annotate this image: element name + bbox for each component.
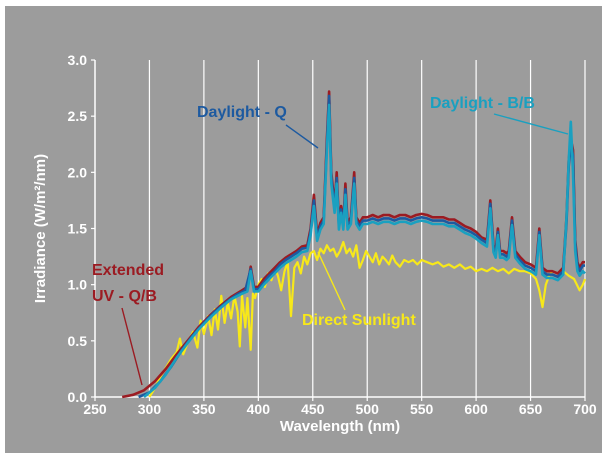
series-line-extended-uv-q-b (121, 90, 585, 399)
x-tick-label: 450 (301, 401, 325, 417)
y-tick-label: 2.5 (68, 108, 88, 124)
annotations: Extended UV - Q/B Daylight - Q Daylight - B… (92, 95, 569, 386)
x-tick-label: 300 (138, 401, 162, 417)
y-axis-label: Irradiance (W/m²/nm) (32, 154, 49, 303)
series-lines (121, 90, 587, 399)
x-tick-label: 550 (410, 401, 434, 417)
y-tick-label: 1.5 (68, 221, 88, 237)
y-tick-label: 3.0 (68, 52, 88, 68)
axes (91, 59, 586, 401)
annotation-label: Direct Sunlight (302, 312, 416, 329)
annotation-leader (493, 113, 569, 135)
series-line-direct-sunlight (148, 240, 587, 398)
grid-lines (148, 60, 586, 397)
y-tick-label: 1.0 (68, 277, 88, 293)
y-tick-label: 2.0 (68, 164, 88, 180)
series-line-daylight-q (138, 94, 585, 399)
x-tick-label: 350 (192, 401, 216, 417)
x-tick-label: 600 (464, 401, 488, 417)
x-axis-label: Wavelength (nm) (280, 418, 400, 435)
annotation-label: UV - Q/B (92, 288, 157, 305)
chart-frame (5, 6, 602, 453)
annotation-leader (317, 251, 346, 311)
x-tick-label: 400 (247, 401, 271, 417)
annotation-label: Daylight - B/B (430, 95, 535, 112)
y-tick-label: 0.0 (68, 389, 88, 405)
series-line-daylight-b-b (143, 103, 586, 399)
annotation-label: Extended (92, 262, 164, 279)
y-tick-label: 0.5 (68, 333, 88, 349)
x-tick-label: 500 (356, 401, 380, 417)
x-tick-label: 700 (573, 401, 597, 417)
annotation-label: Daylight - Q (197, 104, 287, 121)
tick-labels: 250 300 350 400 450 500 550 600 650 700 0.0 0.5 1.0 1… (68, 52, 597, 417)
x-tick-label: 650 (519, 401, 543, 417)
annotation-leader (285, 124, 319, 149)
annotation-leader (121, 307, 143, 386)
x-tick-label: 250 (83, 401, 107, 417)
